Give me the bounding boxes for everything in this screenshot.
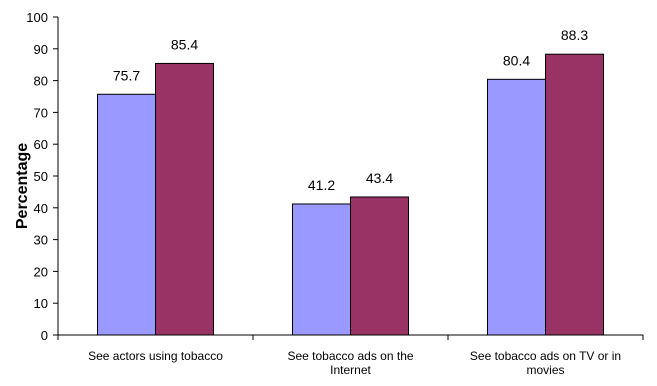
data-label: 43.4 (366, 170, 393, 186)
category-labels: See actors using tobacco See tobacco ads … (88, 349, 621, 377)
category-label: Internet (330, 363, 371, 377)
data-label: 88.3 (561, 27, 588, 43)
y-tick-label: 40 (34, 201, 48, 216)
data-labels: 75.7 85.4 41.2 43.4 80.4 88.3 (113, 27, 588, 193)
data-label: 75.7 (113, 67, 140, 83)
category-label: See actors using tobacco (88, 349, 223, 363)
y-tick-label: 20 (34, 264, 48, 279)
bar (292, 203, 351, 336)
y-axis-label: Percentage (14, 143, 31, 229)
y-tick-label: 30 (34, 233, 48, 248)
bar (97, 93, 156, 336)
bars (97, 53, 604, 336)
data-label: 85.4 (171, 36, 198, 52)
bar (155, 62, 214, 336)
y-tick-label: 60 (34, 137, 48, 152)
category-label: See tobacco ads on the (287, 349, 413, 363)
bar (350, 196, 409, 336)
x-tick-marks (57, 335, 644, 340)
category-label: movies (526, 363, 564, 377)
bar (487, 78, 546, 336)
data-label: 41.2 (308, 177, 335, 193)
y-tick-label: 0 (41, 328, 48, 343)
category-label: See tobacco ads on TV or in (470, 349, 621, 363)
y-tick-labels: 0 10 20 30 40 50 60 70 80 90 100 (26, 10, 48, 343)
data-label: 80.4 (503, 52, 530, 68)
y-tick-marks (53, 16, 58, 336)
y-tick-label: 80 (34, 74, 48, 89)
y-tick-label: 10 (34, 296, 48, 311)
y-tick-label: 70 (34, 105, 48, 120)
y-tick-label: 100 (26, 10, 48, 25)
y-tick-label: 90 (34, 42, 48, 57)
bar (545, 53, 604, 336)
y-tick-label: 50 (34, 169, 48, 184)
